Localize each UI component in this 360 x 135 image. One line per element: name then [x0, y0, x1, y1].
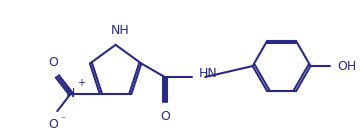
Text: HN: HN	[198, 67, 217, 80]
Text: N: N	[66, 87, 76, 100]
Text: +: +	[77, 78, 85, 88]
Text: O: O	[49, 118, 58, 131]
Text: OH: OH	[338, 60, 357, 72]
Text: O: O	[160, 110, 170, 123]
Text: ⁻: ⁻	[60, 115, 65, 125]
Text: O: O	[49, 56, 58, 69]
Text: NH: NH	[111, 24, 130, 37]
